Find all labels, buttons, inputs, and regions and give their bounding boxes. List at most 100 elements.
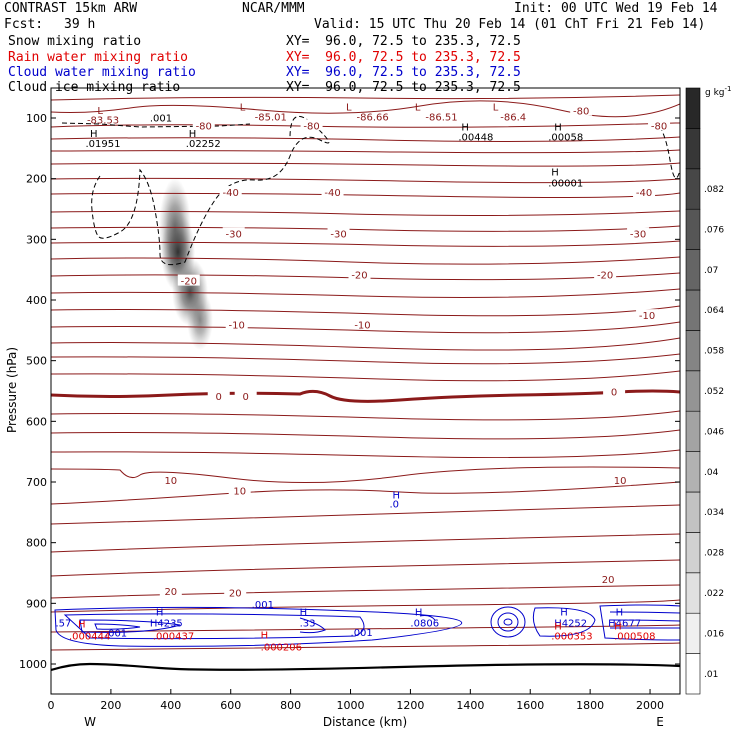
colorbar-tick-label: .046 [704, 427, 724, 437]
x-tick-label: 0 [48, 699, 55, 712]
contour-label-bg [327, 227, 350, 239]
colorbar-tick-label: .082 [704, 185, 724, 195]
extremum-label: -85.01 [255, 112, 287, 123]
colorbar-bin [685, 87, 701, 129]
isotherm-line [51, 94, 680, 101]
contour-label: -20 [597, 271, 613, 282]
y-tick-label: 300 [26, 233, 47, 246]
isotherm-line [51, 162, 680, 167]
extremum-label: H [90, 129, 98, 140]
cloud-water-contour [79, 619, 181, 633]
extremum-label: .000508 [614, 632, 655, 643]
plot-frame [50, 87, 681, 695]
field-cloudwater-xy: XY= 96.0, 72.5 to 235.3, 72.5 [286, 65, 521, 80]
x-tick-label: 1800 [576, 699, 604, 712]
isotherm-line [51, 122, 680, 128]
colorbar: .01 .016 .022 .028 .034 .04 .046 .052 .058 .064 .0… [685, 87, 724, 695]
extremum-label: H [554, 123, 562, 134]
colorbar-tick-label: .07 [704, 266, 718, 276]
colorbar-tick-label: .076 [704, 225, 724, 235]
extremum-label: L [493, 103, 499, 114]
extremum-label: H [261, 631, 269, 642]
colorbar-bin [685, 208, 701, 250]
colorbar-bin [685, 289, 701, 331]
isotherm-line [51, 177, 680, 184]
contour-label-bg [570, 104, 593, 116]
colorbar-tick-label: .022 [704, 589, 724, 599]
extremum-label: L [97, 106, 103, 117]
extremum-label: H [78, 620, 86, 631]
colorbar-bin [685, 451, 701, 493]
x-axis-left-end-label: W [84, 715, 96, 729]
extremum-label: .0 [389, 499, 399, 510]
isotherm-line [51, 449, 680, 459]
x-axis-right-end-label: E [656, 715, 664, 729]
y-tick-label: 900 [26, 597, 47, 610]
x-tick-label: 400 [160, 699, 181, 712]
cloud-water-contours [54, 604, 680, 647]
isotherm-line [51, 337, 680, 351]
extremum-label: L [415, 103, 421, 114]
extremum-label: .00448 [458, 132, 493, 143]
contour-label: -80 [196, 121, 212, 132]
contour-label-bg [159, 474, 182, 486]
isotherm-line [51, 429, 680, 440]
isotherm-line [51, 149, 680, 154]
isotherm-line [51, 240, 680, 247]
isotherm-line [51, 466, 680, 484]
contour-label: -40 [223, 188, 239, 199]
y-axis-label: Pressure (hPa) [5, 347, 19, 433]
extremum-label: -86.66 [357, 112, 389, 123]
contour-label: 10 [233, 486, 246, 497]
x-tick-label: 1600 [516, 699, 544, 712]
x-tick-label: 1200 [396, 699, 424, 712]
extremum-label: H [461, 123, 469, 134]
y-tick-label: 1000 [19, 658, 47, 671]
extremum-label: .02252 [186, 139, 221, 150]
contour-label-bg [228, 484, 251, 496]
org-title: NCAR/MMM [242, 1, 305, 16]
isotherm-line [51, 599, 680, 613]
extremum-label: H [300, 607, 308, 618]
valid-time: Valid: 15 UTC Thu 20 Feb 14 (01 ChT Fri … [314, 17, 706, 32]
colorbar-tick-label: .01 [704, 670, 718, 680]
colorbar-tick-label: .058 [704, 347, 724, 357]
colorbar-bin [685, 532, 701, 574]
colorbar-bin [685, 168, 701, 210]
extremum-label: H [616, 607, 624, 618]
colorbar-unit: g kg-1 [705, 85, 731, 98]
isotherm-line [51, 225, 680, 232]
colorbar-bin [685, 370, 701, 412]
contour-label-bg [597, 573, 620, 585]
contour-label: 20 [229, 588, 242, 599]
colorbar-bin [685, 653, 701, 695]
surface-line [51, 662, 680, 672]
contour-label-bg [222, 227, 245, 239]
colorbar-bin [685, 330, 701, 372]
contour-label-bg [321, 186, 344, 198]
y-tick-label: 200 [26, 173, 47, 186]
contour-label: -10 [639, 311, 655, 322]
isotherm-line [51, 481, 680, 505]
cloud-ice-contour [91, 115, 330, 266]
field-rain-name: Rain water mixing ratio [8, 50, 189, 65]
isotherm-line [51, 353, 680, 365]
extremum-label: .001 [351, 628, 373, 639]
contour-label-bg [177, 274, 200, 286]
contour-label-bg [609, 474, 632, 486]
contour-label-bg [627, 227, 650, 239]
contour-label-bg [348, 268, 371, 280]
y-tick-label: 100 [26, 112, 47, 125]
extremum-label: .000353 [551, 632, 592, 643]
contour-label: -80 [651, 121, 667, 132]
snow-plume-lower [187, 290, 213, 350]
extremum-label: H [415, 607, 423, 618]
y-tick-label: 500 [26, 355, 47, 368]
isotherm-line [51, 210, 680, 216]
isotherm-line [51, 559, 680, 577]
extremum-label: H4235 [150, 618, 183, 629]
contour-label-bg [192, 119, 215, 131]
extremum-label: .00001 [548, 179, 583, 190]
colorbar-bin [685, 491, 701, 533]
